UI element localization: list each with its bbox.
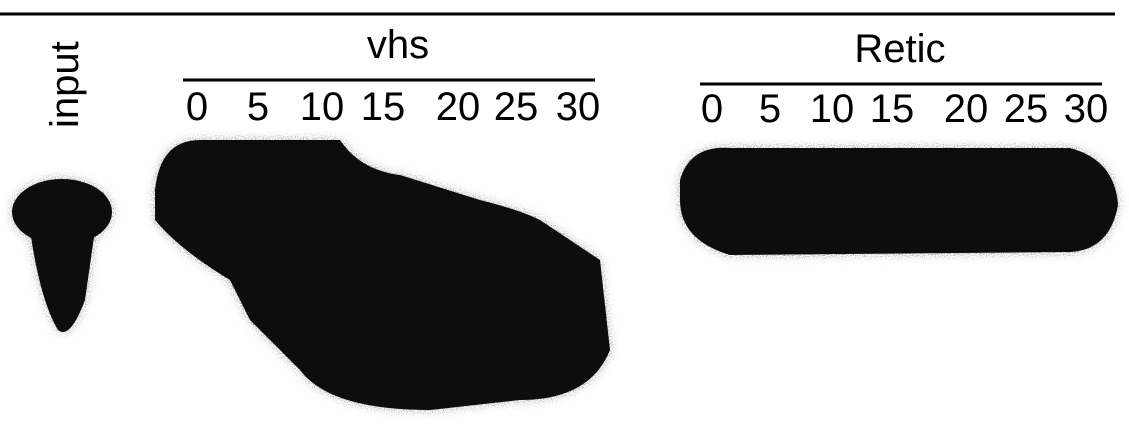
input-smear — [30, 230, 95, 332]
lane-label: 15 — [870, 87, 915, 131]
gel-bands — [12, 140, 1118, 410]
lane-label: 30 — [556, 85, 601, 129]
lane-label: 25 — [494, 85, 539, 129]
lane-label: 30 — [1064, 87, 1109, 131]
lane-label: 25 — [1004, 87, 1049, 131]
lane-label: 20 — [944, 87, 989, 131]
lane-label: 0 — [701, 87, 723, 131]
lane-label: 5 — [759, 87, 781, 131]
lane-label: 10 — [300, 85, 345, 129]
group-title: Retic — [854, 27, 945, 71]
vhs-smear — [155, 140, 610, 410]
lane-label: 15 — [361, 85, 406, 129]
lane-label: 5 — [247, 85, 269, 129]
retic-bands — [680, 148, 1118, 255]
input-label: input — [43, 41, 87, 128]
group-title: vhs — [367, 23, 429, 67]
lane-label: 10 — [810, 87, 855, 131]
gel-figure: input vhs051015202530Retic051015202530 — [0, 0, 1129, 427]
input-band — [12, 179, 112, 245]
lane-label: 0 — [186, 85, 208, 129]
lane-label: 20 — [436, 85, 481, 129]
